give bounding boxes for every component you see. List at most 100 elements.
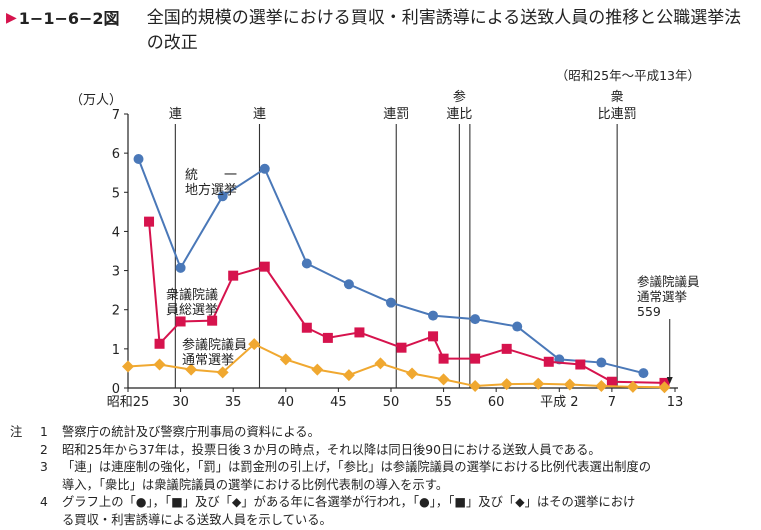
note-number: 1 [40,425,48,439]
data-point-circle [512,321,523,332]
title-marker-icon: ▶ [6,10,17,26]
figure-number: 1−1−6−2図 [18,9,120,28]
data-point-diamond [153,358,166,371]
data-point-diamond [248,338,261,351]
data-point-circle [385,297,396,308]
annotation-label: 参議院議員 [637,274,700,289]
law-change-label-line: 衆 [611,89,624,105]
data-point-square [543,356,554,367]
data-point-square [301,322,312,333]
x-tick-label: 40 [278,395,295,410]
data-point-circle [428,310,439,321]
data-point-square [428,331,439,342]
note-head: 注 [10,425,23,439]
period-label: （昭和25年〜平成13年） [556,68,700,83]
x-tick-label: 45 [330,395,347,410]
note-item: 注 1 警察庁の統計及び警察庁刑事局の資料による。 [10,424,755,442]
data-point-diamond [595,380,608,393]
law-change-label-line: 連 [169,107,182,122]
annotation-arrow-icon [666,377,673,384]
data-point-circle [175,262,186,273]
law-change-label: 連 [253,107,266,122]
x-tick-label: 昭和25 [107,395,150,410]
data-point-diamond [216,366,229,379]
note-head [10,494,40,512]
law-change-label-line: 連比 [446,107,472,122]
law-change-label-line: 比連罰 [598,107,637,122]
law-change-label: 連罰 [383,107,409,122]
data-point-circle [259,163,270,174]
note-text-continued: 導入，「衆比」は衆議院議員の選挙における比例代表制の導入を示す。 [62,477,449,492]
annotation-label: 559 [637,304,661,319]
note-item: 4 グラフ上の「●」，「■」及び「◆」がある年に各選挙が行われ，「●」，「■」及び… [10,494,755,512]
y-tick-label: 5 [112,186,120,201]
data-point-square [144,216,155,227]
x-tick-label: 7 [608,395,616,410]
note-item: 2 昭和25年から37年は，投票日後３か月の時点，それ以降は同日後90日における送… [10,442,755,460]
data-point-diamond [406,367,419,380]
data-point-square [322,332,333,343]
data-point-diamond [626,380,639,393]
x-tick-label: 30 [172,395,189,410]
data-point-square [396,342,407,353]
series-label: 統 一 [185,168,237,183]
law-change-label: 連 [169,107,182,122]
data-point-diamond [500,378,513,391]
data-point-square [501,343,512,354]
note-head [10,442,40,460]
data-point-diamond [279,353,292,366]
notes-section: 注 1 警察庁の統計及び警察庁刑事局の資料による。 2 昭和25年から37年は，投票日後… [10,424,755,529]
x-tick-label: 35 [225,395,242,410]
data-point-square [175,316,186,327]
data-point-square [575,359,586,370]
law-change-label: 参連比 [446,89,472,122]
y-tick-label: 1 [112,343,120,358]
data-point-square [606,376,617,387]
note-number: 3 [40,460,48,474]
data-point-square [259,261,270,272]
data-point-circle [133,154,144,165]
data-point-circle [596,357,607,368]
note-text: 昭和25年から37年は，投票日後３か月の時点，それ以降は同日後90日における送致… [62,442,601,457]
series-label: 参議院議員 [182,337,247,353]
note-text: 「連」は連座制の強化，「罰」は罰金刑の引上げ，「参比」は参議院議員の選挙における… [62,460,652,474]
data-point-circle [217,191,228,202]
note-number: 4 [40,495,48,509]
annotation-label: 通常選挙 [637,289,688,304]
data-point-diamond [122,360,134,373]
data-point-square [354,327,365,338]
data-point-diamond [469,380,482,393]
series-label: 員総選挙 [166,303,218,318]
data-point-circle [470,314,481,325]
data-point-diamond [532,377,545,390]
series-label: 通常選挙 [182,353,234,368]
data-point-diamond [311,363,324,376]
law-change-label-line: 参 [453,89,466,105]
data-point-square [154,338,165,349]
note-text: グラフ上の「●」，「■」及び「◆」がある年に各選挙が行われ，「●」，「■」及び「… [62,495,636,509]
data-point-diamond [437,373,450,386]
note-head [10,459,40,477]
y-axis-unit-label: （万人） [70,93,122,108]
y-tick-label: 3 [112,265,120,280]
figure-title: 全国的規模の選挙における買収・利害誘導による送致人員の推移と公職選挙法の改正 [146,8,742,53]
law-change-label-line: 連 [253,107,266,122]
series-line-2 [148,221,665,384]
data-point-square [228,270,239,281]
series-label: 衆議院議 [166,287,218,303]
data-point-circle [638,368,649,379]
data-point-diamond [374,357,387,370]
data-point-circle [343,279,354,290]
x-tick-label: 60 [488,395,505,410]
y-tick-label: 6 [112,147,120,162]
data-point-diamond [658,381,671,394]
x-tick-label: 55 [435,395,452,410]
note-text-continued: る買収・利害誘導による送致人員を示している。 [62,512,332,527]
x-tick-label: 50 [383,395,400,410]
data-point-circle [301,258,312,269]
data-point-diamond [342,369,355,382]
note-text: 警察庁の統計及び警察庁刑事局の資料による。 [62,425,320,439]
law-change-label: 衆比連罰 [598,89,637,122]
series-label: 地方選挙 [185,182,237,198]
